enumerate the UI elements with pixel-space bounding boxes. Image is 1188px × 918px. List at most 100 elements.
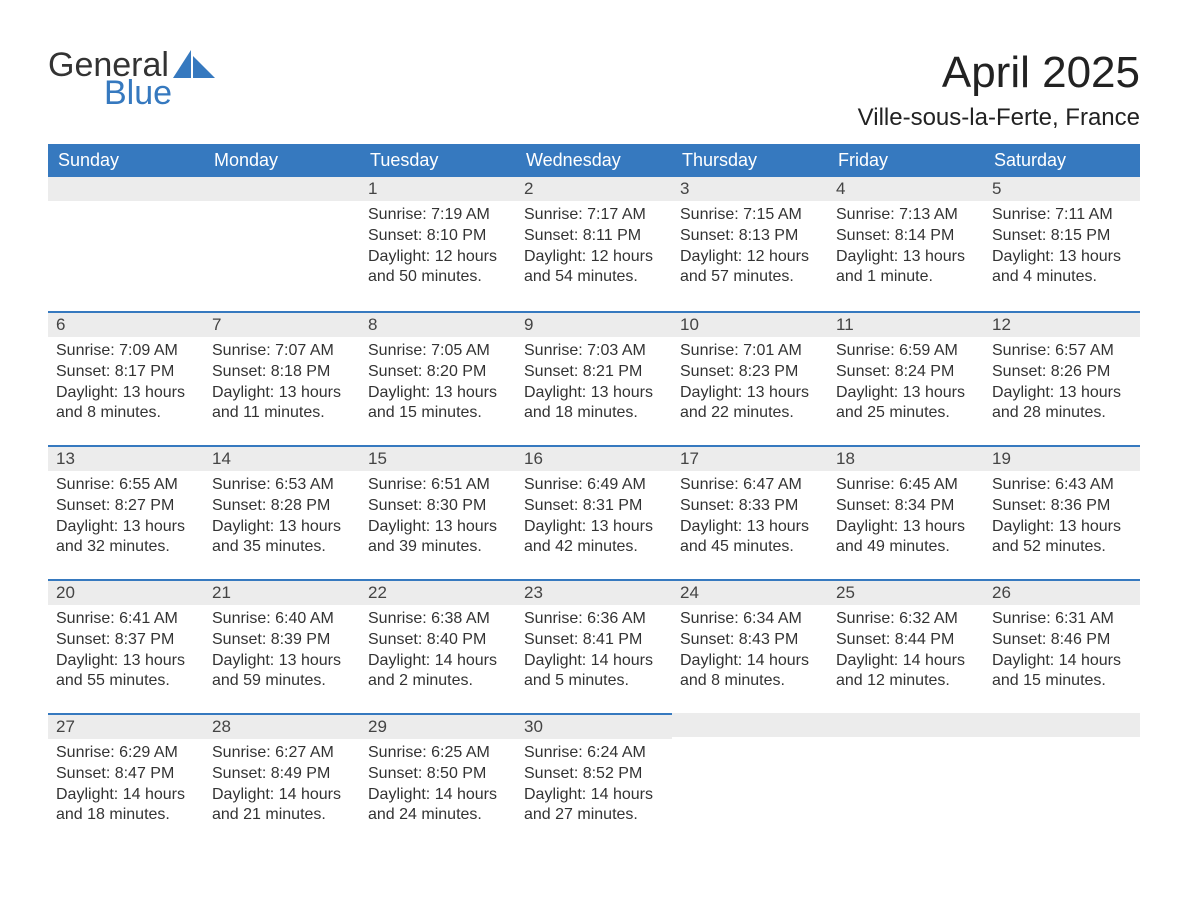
sunrise-line: Sunrise: 6:59 AM: [836, 341, 976, 362]
day-details: Sunrise: 6:55 AMSunset: 8:27 PMDaylight:…: [48, 471, 204, 566]
day-details: Sunrise: 6:29 AMSunset: 8:47 PMDaylight:…: [48, 739, 204, 834]
day-number: 9: [516, 311, 672, 337]
sunset-line: Sunset: 8:41 PM: [524, 630, 664, 651]
calendar-cell: 1Sunrise: 7:19 AMSunset: 8:10 PMDaylight…: [360, 177, 516, 311]
sunrise-line: Sunrise: 6:47 AM: [680, 475, 820, 496]
day-details: Sunrise: 7:01 AMSunset: 8:23 PMDaylight:…: [672, 337, 828, 432]
daylight-line: Daylight: 13 hours and 39 minutes.: [368, 517, 508, 559]
header: General Blue April 2025 Ville-sous-la-Fe…: [48, 48, 1140, 132]
day-details: Sunrise: 6:36 AMSunset: 8:41 PMDaylight:…: [516, 605, 672, 700]
weekday-header: Saturday: [984, 144, 1140, 177]
sunset-line: Sunset: 8:18 PM: [212, 362, 352, 383]
daylight-line: Daylight: 13 hours and 59 minutes.: [212, 651, 352, 693]
sunset-line: Sunset: 8:49 PM: [212, 764, 352, 785]
sunrise-line: Sunrise: 6:25 AM: [368, 743, 508, 764]
daylight-line: Daylight: 14 hours and 24 minutes.: [368, 785, 508, 827]
daylight-line: Daylight: 13 hours and 42 minutes.: [524, 517, 664, 559]
sunset-line: Sunset: 8:15 PM: [992, 226, 1132, 247]
sunrise-line: Sunrise: 6:40 AM: [212, 609, 352, 630]
daylight-line: Daylight: 13 hours and 45 minutes.: [680, 517, 820, 559]
daylight-line: Daylight: 12 hours and 50 minutes.: [368, 247, 508, 289]
daylight-line: Daylight: 14 hours and 2 minutes.: [368, 651, 508, 693]
day-number: 26: [984, 579, 1140, 605]
calendar-week: 1Sunrise: 7:19 AMSunset: 8:10 PMDaylight…: [48, 177, 1140, 311]
calendar-cell: 16Sunrise: 6:49 AMSunset: 8:31 PMDayligh…: [516, 445, 672, 579]
calendar-cell: 12Sunrise: 6:57 AMSunset: 8:26 PMDayligh…: [984, 311, 1140, 445]
day-number: 1: [360, 177, 516, 201]
calendar-cell: 7Sunrise: 7:07 AMSunset: 8:18 PMDaylight…: [204, 311, 360, 445]
calendar-cell: 20Sunrise: 6:41 AMSunset: 8:37 PMDayligh…: [48, 579, 204, 713]
sunset-line: Sunset: 8:24 PM: [836, 362, 976, 383]
sunrise-line: Sunrise: 6:34 AM: [680, 609, 820, 630]
day-details: Sunrise: 6:57 AMSunset: 8:26 PMDaylight:…: [984, 337, 1140, 432]
daylight-line: Daylight: 13 hours and 55 minutes.: [56, 651, 196, 693]
calendar-week: 27Sunrise: 6:29 AMSunset: 8:47 PMDayligh…: [48, 713, 1140, 847]
day-details: Sunrise: 6:40 AMSunset: 8:39 PMDaylight:…: [204, 605, 360, 700]
sunset-line: Sunset: 8:28 PM: [212, 496, 352, 517]
day-number: 22: [360, 579, 516, 605]
weekday-header: Thursday: [672, 144, 828, 177]
day-details: Sunrise: 6:41 AMSunset: 8:37 PMDaylight:…: [48, 605, 204, 700]
day-number: 27: [48, 713, 204, 739]
calendar-cell: [984, 713, 1140, 847]
day-details: Sunrise: 6:24 AMSunset: 8:52 PMDaylight:…: [516, 739, 672, 834]
sunset-line: Sunset: 8:13 PM: [680, 226, 820, 247]
daylight-line: Daylight: 13 hours and 32 minutes.: [56, 517, 196, 559]
sunrise-line: Sunrise: 7:11 AM: [992, 205, 1132, 226]
sunset-line: Sunset: 8:31 PM: [524, 496, 664, 517]
sunrise-line: Sunrise: 6:31 AM: [992, 609, 1132, 630]
calendar-cell: 2Sunrise: 7:17 AMSunset: 8:11 PMDaylight…: [516, 177, 672, 311]
day-number: 17: [672, 445, 828, 471]
calendar-cell: 4Sunrise: 7:13 AMSunset: 8:14 PMDaylight…: [828, 177, 984, 311]
day-number: 2: [516, 177, 672, 201]
day-details: Sunrise: 7:07 AMSunset: 8:18 PMDaylight:…: [204, 337, 360, 432]
sunrise-line: Sunrise: 6:51 AM: [368, 475, 508, 496]
daylight-line: Daylight: 14 hours and 8 minutes.: [680, 651, 820, 693]
calendar-cell: [672, 713, 828, 847]
day-number: 30: [516, 713, 672, 739]
calendar-cell: 26Sunrise: 6:31 AMSunset: 8:46 PMDayligh…: [984, 579, 1140, 713]
day-number: 29: [360, 713, 516, 739]
day-number: 13: [48, 445, 204, 471]
daylight-line: Daylight: 13 hours and 8 minutes.: [56, 383, 196, 425]
day-number: 18: [828, 445, 984, 471]
sunset-line: Sunset: 8:17 PM: [56, 362, 196, 383]
sunset-line: Sunset: 8:47 PM: [56, 764, 196, 785]
day-details: Sunrise: 7:09 AMSunset: 8:17 PMDaylight:…: [48, 337, 204, 432]
calendar-cell: 28Sunrise: 6:27 AMSunset: 8:49 PMDayligh…: [204, 713, 360, 847]
calendar-cell: 13Sunrise: 6:55 AMSunset: 8:27 PMDayligh…: [48, 445, 204, 579]
sunrise-line: Sunrise: 6:49 AM: [524, 475, 664, 496]
day-number-band: [672, 713, 828, 737]
weekday-header: Sunday: [48, 144, 204, 177]
sunset-line: Sunset: 8:26 PM: [992, 362, 1132, 383]
day-number: 12: [984, 311, 1140, 337]
daylight-line: Daylight: 12 hours and 57 minutes.: [680, 247, 820, 289]
sunrise-line: Sunrise: 7:19 AM: [368, 205, 508, 226]
sunset-line: Sunset: 8:20 PM: [368, 362, 508, 383]
day-details: Sunrise: 6:51 AMSunset: 8:30 PMDaylight:…: [360, 471, 516, 566]
day-details: Sunrise: 7:13 AMSunset: 8:14 PMDaylight:…: [828, 201, 984, 296]
day-number: 7: [204, 311, 360, 337]
calendar-head: SundayMondayTuesdayWednesdayThursdayFrid…: [48, 144, 1140, 177]
weekday-header: Wednesday: [516, 144, 672, 177]
day-number: 6: [48, 311, 204, 337]
sunset-line: Sunset: 8:30 PM: [368, 496, 508, 517]
calendar-cell: 5Sunrise: 7:11 AMSunset: 8:15 PMDaylight…: [984, 177, 1140, 311]
sunrise-line: Sunrise: 6:43 AM: [992, 475, 1132, 496]
day-number-band: [204, 177, 360, 201]
calendar-cell: 17Sunrise: 6:47 AMSunset: 8:33 PMDayligh…: [672, 445, 828, 579]
calendar-cell: 14Sunrise: 6:53 AMSunset: 8:28 PMDayligh…: [204, 445, 360, 579]
calendar-cell: 25Sunrise: 6:32 AMSunset: 8:44 PMDayligh…: [828, 579, 984, 713]
day-details: Sunrise: 7:17 AMSunset: 8:11 PMDaylight:…: [516, 201, 672, 296]
sunrise-line: Sunrise: 6:45 AM: [836, 475, 976, 496]
daylight-line: Daylight: 13 hours and 1 minute.: [836, 247, 976, 289]
daylight-line: Daylight: 13 hours and 52 minutes.: [992, 517, 1132, 559]
calendar-cell: 3Sunrise: 7:15 AMSunset: 8:13 PMDaylight…: [672, 177, 828, 311]
sunset-line: Sunset: 8:21 PM: [524, 362, 664, 383]
sunrise-line: Sunrise: 7:13 AM: [836, 205, 976, 226]
heading: April 2025 Ville-sous-la-Ferte, France: [858, 48, 1140, 132]
calendar-cell: 21Sunrise: 6:40 AMSunset: 8:39 PMDayligh…: [204, 579, 360, 713]
sunrise-line: Sunrise: 6:41 AM: [56, 609, 196, 630]
calendar-week: 6Sunrise: 7:09 AMSunset: 8:17 PMDaylight…: [48, 311, 1140, 445]
day-number: 5: [984, 177, 1140, 201]
